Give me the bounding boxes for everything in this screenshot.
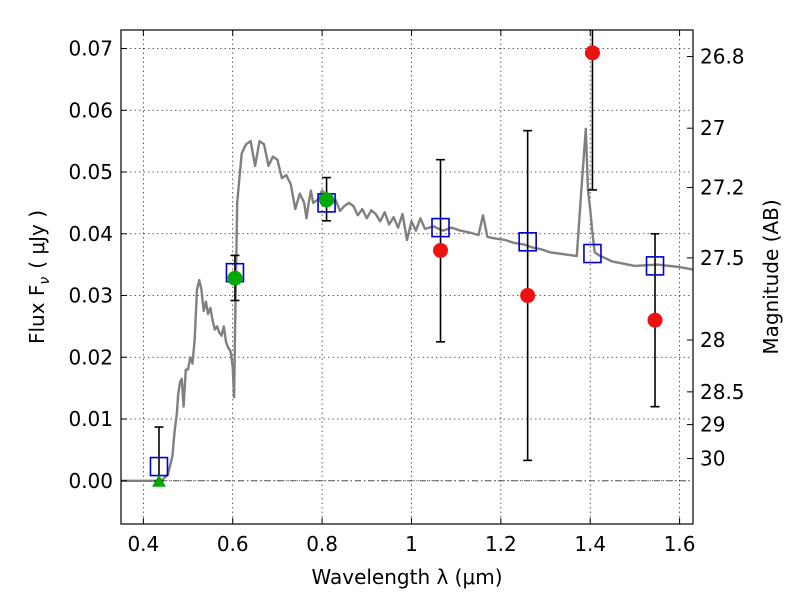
x-tick-label-5: 1.4: [574, 532, 606, 556]
detection-point-1: [319, 192, 335, 208]
x-tick-label-2: 0.8: [306, 532, 338, 556]
x-tick-label-6: 1.6: [664, 532, 696, 556]
y-axis-label: Flux Fν ( μJy ): [25, 210, 53, 344]
y-tick-label-7: 0.07: [68, 37, 113, 61]
photometry-markers: [149, 45, 665, 487]
model-photometry-square-3: [431, 217, 450, 238]
y2-axis-label: Magnitude (AB): [759, 199, 783, 354]
plot-frame: [120, 29, 694, 525]
y-axis-label-main: Flux F: [25, 285, 49, 344]
x-tick-label-1: 0.6: [217, 532, 249, 556]
non-detection-triangle-0: [151, 474, 166, 487]
y2-tick-label-0: 26.8: [700, 45, 745, 69]
y-axis-label-units: ( μJy ): [25, 210, 49, 269]
model-photometry-square-4: [518, 232, 537, 252]
x-tick-label-4: 1.2: [485, 532, 517, 556]
y-tick-label-1: 0.01: [68, 407, 113, 431]
y2-tick-label-7: 30: [700, 447, 725, 471]
y-tick-label-5: 0.05: [68, 160, 113, 184]
y-tick-label-0: 0.00: [68, 469, 113, 493]
y2-tick-label-5: 28.5: [700, 380, 745, 404]
low-sn-point-2: [584, 45, 600, 61]
grid-lines: [121, 30, 693, 524]
axis-labels: Wavelength λ (μm) Flux Fν ( μJy ) Magnitu…: [25, 199, 783, 589]
model-sed-series: [121, 127, 694, 482]
x-axis-label: Wavelength λ (μm): [311, 565, 502, 589]
y2-tick-label-6: 29: [700, 413, 725, 437]
model-sed-line: [121, 127, 694, 482]
model-photometry-square-5: [583, 243, 602, 264]
low-sn-point-3: [647, 312, 663, 328]
low-sn-point-1: [520, 288, 536, 304]
model-photometry-square-6: [645, 256, 665, 276]
y-tick-label-2: 0.02: [68, 345, 113, 369]
low-sn-point-0: [433, 242, 449, 258]
x-tick-label-3: 1: [405, 532, 418, 556]
y2-tick-label-1: 27: [700, 116, 725, 140]
y-tick-label-3: 0.03: [68, 284, 113, 308]
y2-tick-label-3: 27.5: [700, 246, 745, 270]
y2-tick-label-2: 27.2: [700, 175, 745, 199]
y-tick-label-6: 0.06: [68, 98, 113, 122]
axis-ticks: 0.4 0.6 0.8 1 1.2 1.4 1.6 0.00 0.01 0.02 0.03 0.04 0…: [68, 30, 745, 556]
y2-tick-label-4: 28: [700, 328, 725, 352]
y-tick-label-4: 0.04: [68, 222, 113, 246]
y-axis-label-subscript: ν: [37, 277, 53, 285]
detection-point-0: [227, 270, 243, 286]
x-tick-label-0: 0.4: [127, 532, 159, 556]
